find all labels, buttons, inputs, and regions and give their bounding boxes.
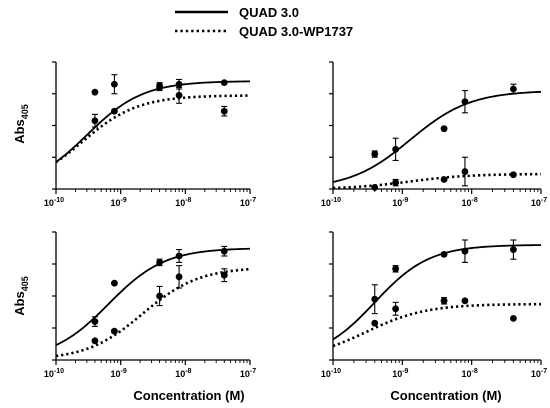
- data-point: [110, 327, 118, 335]
- x-tick-label: 10-10: [44, 197, 64, 208]
- data-point: [91, 337, 99, 345]
- data-point: [220, 107, 228, 115]
- data-point: [392, 265, 400, 273]
- x-tick-label: 10-10: [321, 197, 341, 208]
- data-point: [156, 259, 163, 266]
- data-point: [220, 247, 228, 255]
- data-point: [510, 171, 517, 179]
- data-point: [461, 297, 469, 305]
- data-point: [440, 125, 448, 133]
- fit-curve-dotted: [332, 172, 542, 190]
- data-point: [392, 145, 400, 153]
- data-point: [91, 318, 99, 325]
- data-point: [175, 273, 183, 281]
- data-point: [220, 79, 228, 87]
- ylabel-top: Abs405: [12, 104, 30, 144]
- x-tick-label: 10-10: [44, 368, 64, 379]
- panel-c: 10-10 10-9 10-8 10-7: [44, 231, 256, 379]
- x-tick-label: 10-7: [531, 368, 547, 379]
- data-point: [110, 80, 118, 88]
- data-point: [156, 82, 163, 90]
- panel-b: 10-10 10-9 10-8 10-7: [321, 61, 547, 208]
- panel-a: 10-10 10-9 10-8 10-7: [44, 61, 256, 208]
- x-tick-label: 10-7: [240, 368, 256, 379]
- legend-label-quad: QUAD 3.0: [239, 5, 299, 20]
- fit-curve-dotted: [55, 267, 251, 358]
- data-point: [461, 168, 469, 175]
- x-tick-label: 10-7: [240, 197, 256, 208]
- xlabel-right: Concentration (M): [390, 388, 501, 403]
- x-tick-label: 10-8: [175, 368, 191, 379]
- fit-curve-dotted: [55, 94, 251, 164]
- fit-curve-solid: [55, 80, 251, 163]
- x-tick-label: 10-9: [392, 197, 408, 208]
- data-point: [371, 295, 379, 303]
- fit-curve-solid: [55, 247, 251, 346]
- data-point: [392, 179, 400, 187]
- xlabel-left: Concentration (M): [133, 388, 244, 403]
- data-point: [371, 150, 379, 158]
- ylabel-bottom: Abs405: [12, 276, 30, 316]
- x-tick-label: 10-8: [175, 197, 191, 208]
- data-point: [461, 247, 469, 255]
- x-tick-label: 10-9: [392, 368, 408, 379]
- data-point: [175, 91, 183, 99]
- data-point: [91, 88, 99, 96]
- data-point: [91, 117, 99, 125]
- fit-curve-dotted: [332, 302, 542, 348]
- x-tick-label: 10-8: [462, 197, 478, 208]
- data-point: [461, 98, 469, 106]
- data-point: [440, 251, 448, 258]
- data-point: [220, 271, 228, 279]
- x-tick-label: 10-9: [111, 368, 127, 379]
- fit-curve-solid: [332, 90, 542, 183]
- legend-label-wp1737: QUAD 3.0-WP1737: [239, 24, 353, 39]
- data-point: [110, 107, 118, 115]
- data-point: [175, 80, 183, 88]
- panel-d: 10-10 10-9 10-8 10-7: [321, 231, 547, 379]
- x-tick-label: 10-7: [531, 197, 547, 208]
- data-point: [440, 297, 448, 305]
- data-point: [110, 279, 118, 287]
- x-tick-label: 10-8: [462, 368, 478, 379]
- legend: QUAD 3.0 QUAD 3.0-WP1737: [175, 5, 353, 39]
- svg-text:Abs405: Abs405: [12, 276, 30, 316]
- x-tick-label: 10-9: [111, 197, 127, 208]
- data-point: [510, 315, 517, 322]
- data-point: [510, 246, 517, 254]
- x-tick-label: 10-10: [321, 368, 341, 379]
- fit-curve-solid: [332, 244, 542, 341]
- svg-text:Abs405: Abs405: [12, 104, 30, 144]
- data-point: [440, 176, 448, 183]
- data-point: [392, 305, 400, 313]
- data-point: [156, 292, 163, 300]
- data-point: [371, 319, 379, 327]
- data-point: [510, 85, 517, 93]
- data-point: [371, 184, 379, 191]
- data-point: [175, 252, 183, 260]
